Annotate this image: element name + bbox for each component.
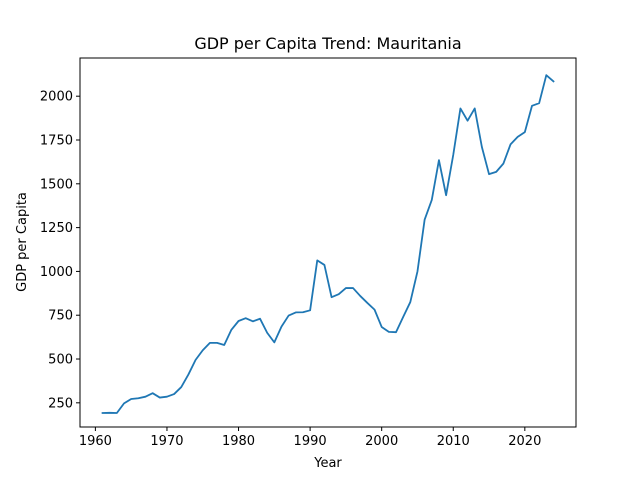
x-axis-label: Year bbox=[313, 456, 342, 471]
x-axis: 1960 1970 1980 1990 2000 2010 2020 bbox=[79, 427, 541, 449]
x-tick-label: 1970 bbox=[150, 434, 183, 449]
y-axis: 250 500 750 1000 1250 1500 1750 2000 bbox=[40, 90, 80, 411]
y-tick-label: 1500 bbox=[40, 177, 73, 192]
x-tick-label: 2020 bbox=[508, 434, 541, 449]
y-tick-label: 1250 bbox=[40, 221, 73, 236]
y-tick-label: 750 bbox=[48, 309, 73, 324]
x-tick-label: 1960 bbox=[79, 434, 112, 449]
y-axis-label: GDP per Capita bbox=[15, 192, 30, 292]
chart-title: GDP per Capita Trend: Mauritania bbox=[194, 34, 461, 53]
y-tick-label: 500 bbox=[48, 353, 73, 368]
y-tick-label: 1750 bbox=[40, 134, 73, 149]
x-tick-label: 2000 bbox=[365, 434, 398, 449]
y-tick-label: 250 bbox=[48, 396, 73, 411]
y-tick-label: 2000 bbox=[40, 90, 73, 105]
x-tick-label: 1980 bbox=[222, 434, 255, 449]
y-tick-label: 1000 bbox=[40, 265, 73, 280]
x-tick-label: 2010 bbox=[437, 434, 470, 449]
series-line bbox=[101, 74, 555, 414]
x-tick-label: 1990 bbox=[294, 434, 327, 449]
plot-area bbox=[101, 74, 555, 414]
plot-frame bbox=[79, 57, 577, 428]
